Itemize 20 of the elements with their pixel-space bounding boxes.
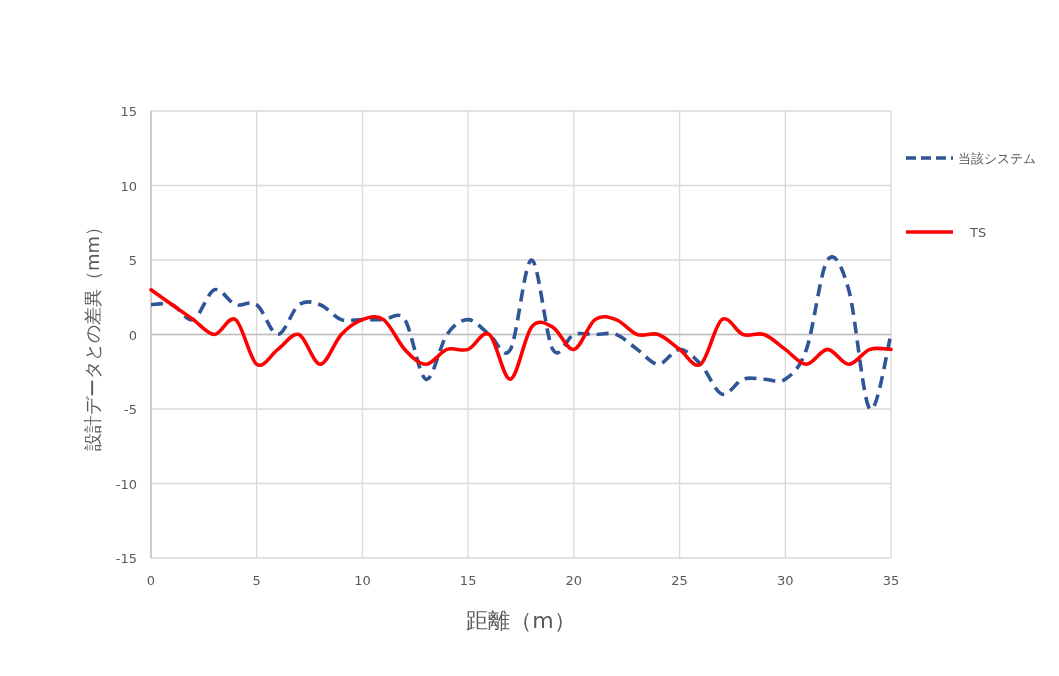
x-tick-label: 35 bbox=[882, 573, 900, 588]
x-axis-title: 距離（m） bbox=[466, 608, 576, 633]
x-tick-label: 20 bbox=[565, 573, 583, 588]
x-tick-label: 15 bbox=[459, 573, 477, 588]
line-series bbox=[149, 288, 893, 381]
y-tick-label: 5 bbox=[128, 253, 137, 268]
y-tick-label: 15 bbox=[120, 104, 137, 119]
y-axis-title: 設計データとの差異（mm） bbox=[82, 217, 103, 452]
y-tick-label: 0 bbox=[128, 327, 137, 343]
y-tick-label: -5 bbox=[124, 402, 137, 417]
legend-label: TS bbox=[969, 225, 987, 240]
y-tick-label: -15 bbox=[115, 551, 137, 566]
x-tick-label: 0 bbox=[146, 573, 156, 588]
x-tick-label: 30 bbox=[777, 573, 794, 588]
legend-label: 当該システム bbox=[958, 151, 1036, 166]
y-tick-label: 10 bbox=[120, 178, 137, 194]
y-tick-label: -10 bbox=[115, 476, 137, 492]
x-tick-label: 25 bbox=[671, 573, 688, 588]
x-tick-label: 10 bbox=[354, 573, 371, 588]
x-tick-label: 5 bbox=[252, 573, 261, 588]
